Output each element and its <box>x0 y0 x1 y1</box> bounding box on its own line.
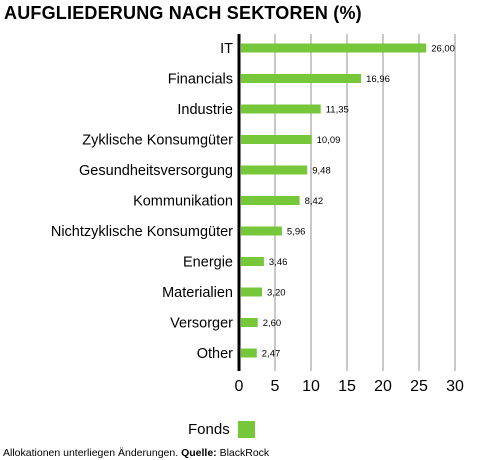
value-label: 2,60 <box>263 318 282 329</box>
footnote-source-label: Quelle: <box>181 447 217 459</box>
bar-chart: 0 5 10 15 20 25 30 IT 26,00 Financials 16,96 Indust… <box>51 34 464 395</box>
chart-title: AUFGLIEDERUNG NACH SEKTOREN (%) <box>4 3 362 23</box>
bar <box>241 74 362 83</box>
bar <box>241 226 282 236</box>
bar <box>241 165 308 175</box>
category-label: Industrie <box>177 102 233 118</box>
value-label: 16,96 <box>366 74 390 85</box>
grid-lines <box>274 34 456 371</box>
category-label: Gesundheitsversorgung <box>79 163 233 179</box>
labels: 0 5 10 15 20 25 30 IT 26,00 Financials 16,96 Indust… <box>51 41 464 395</box>
x-tick-label: 5 <box>271 378 280 395</box>
category-label: Versorger <box>170 316 233 332</box>
bar <box>241 104 321 114</box>
bars <box>241 43 427 358</box>
x-tick-label: 15 <box>338 378 356 395</box>
category-label: Materialien <box>162 285 233 301</box>
value-label: 5,96 <box>287 227 306 238</box>
value-label: 3,46 <box>269 257 288 268</box>
bar <box>241 287 263 297</box>
value-label: 3,20 <box>267 288 286 299</box>
category-label: IT <box>220 41 233 57</box>
value-label: 9,48 <box>312 166 331 177</box>
legend: Fonds <box>188 421 255 438</box>
bar <box>241 318 258 327</box>
bar <box>241 257 264 266</box>
x-tick-label: 20 <box>374 378 392 395</box>
category-label: Energie <box>183 255 233 271</box>
value-label: 26,00 <box>431 44 455 55</box>
footnote-text: Allokationen unterliegen Änderungen. <box>3 447 179 459</box>
bar <box>241 43 427 53</box>
x-tick-label: 25 <box>410 378 428 395</box>
category-label: Other <box>197 346 233 362</box>
footnote-source: BlackRock <box>219 447 270 459</box>
x-tick-label: 30 <box>446 378 464 395</box>
legend-label: Fonds <box>188 421 230 438</box>
x-tick-label: 10 <box>302 378 320 395</box>
legend-swatch <box>237 421 255 438</box>
category-label: Financials <box>168 72 233 88</box>
value-label: 2,47 <box>262 349 281 360</box>
category-label: Kommunikation <box>133 194 233 210</box>
footnote: Allokationen unterliegen Änderungen. Que… <box>3 447 269 459</box>
bar <box>241 196 300 205</box>
value-label: 10,09 <box>317 135 341 146</box>
category-label: Nichtzyklische Konsumgüter <box>51 224 233 240</box>
value-label: 8,42 <box>305 196 324 207</box>
bar <box>241 348 257 358</box>
category-label: Zyklische Konsumgüter <box>82 133 233 149</box>
bar <box>241 135 312 144</box>
value-label: 11,35 <box>326 105 349 116</box>
x-tick-label: 0 <box>235 378 244 395</box>
